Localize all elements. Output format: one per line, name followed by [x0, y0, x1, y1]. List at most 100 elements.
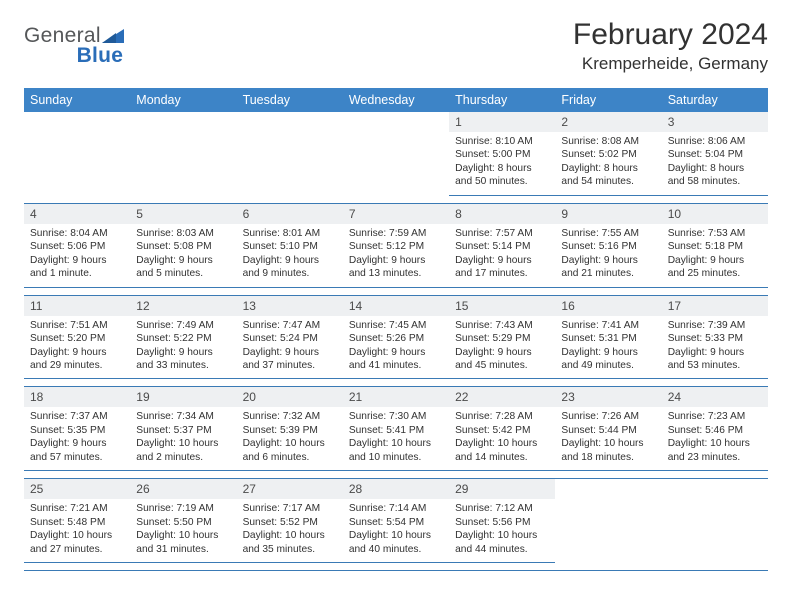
- sunset: Sunset: 5:46 PM: [668, 424, 762, 437]
- col-wednesday: Wednesday: [343, 88, 449, 112]
- sunset: Sunset: 5:42 PM: [455, 424, 549, 437]
- sunset: Sunset: 5:48 PM: [30, 516, 124, 529]
- sunset: Sunset: 5:08 PM: [136, 240, 230, 253]
- sunrise: Sunrise: 7:19 AM: [136, 502, 230, 515]
- sunrise: Sunrise: 7:32 AM: [243, 410, 337, 423]
- sunrise: Sunrise: 8:03 AM: [136, 227, 230, 240]
- daylight: Daylight: 8 hours and 54 minutes.: [561, 162, 655, 189]
- day-number: 18: [24, 387, 130, 407]
- sunset: Sunset: 5:02 PM: [561, 148, 655, 161]
- sunset: Sunset: 5:16 PM: [561, 240, 655, 253]
- day-number: 20: [237, 387, 343, 407]
- sunset: Sunset: 5:33 PM: [668, 332, 762, 345]
- day-cell: 23Sunrise: 7:26 AMSunset: 5:44 PMDayligh…: [555, 387, 661, 471]
- sunrise: Sunrise: 7:51 AM: [30, 319, 124, 332]
- day-number: 12: [130, 296, 236, 316]
- daylight: Daylight: 9 hours and 49 minutes.: [561, 346, 655, 373]
- day-cell: [555, 479, 661, 563]
- day-cell: 11Sunrise: 7:51 AMSunset: 5:20 PMDayligh…: [24, 295, 130, 379]
- daylight: Daylight: 10 hours and 23 minutes.: [668, 437, 762, 464]
- logo-line2: GeneBlue: [24, 38, 123, 68]
- day-details: Sunrise: 8:06 AMSunset: 5:04 PMDaylight:…: [662, 132, 768, 195]
- sunset: Sunset: 5:24 PM: [243, 332, 337, 345]
- sunset: Sunset: 5:31 PM: [561, 332, 655, 345]
- sunrise: Sunrise: 7:49 AM: [136, 319, 230, 332]
- day-cell: [662, 479, 768, 563]
- day-cell: 13Sunrise: 7:47 AMSunset: 5:24 PMDayligh…: [237, 295, 343, 379]
- daylight: Daylight: 9 hours and 21 minutes.: [561, 254, 655, 281]
- day-cell: 9Sunrise: 7:55 AMSunset: 5:16 PMDaylight…: [555, 203, 661, 287]
- sunset: Sunset: 5:18 PM: [668, 240, 762, 253]
- sunset: Sunset: 5:10 PM: [243, 240, 337, 253]
- col-tuesday: Tuesday: [237, 88, 343, 112]
- daylight: Daylight: 10 hours and 31 minutes.: [136, 529, 230, 556]
- sunset: Sunset: 5:35 PM: [30, 424, 124, 437]
- day-cell: 15Sunrise: 7:43 AMSunset: 5:29 PMDayligh…: [449, 295, 555, 379]
- sunset: Sunset: 5:14 PM: [455, 240, 549, 253]
- day-number: 16: [555, 296, 661, 316]
- day-details: Sunrise: 7:41 AMSunset: 5:31 PMDaylight:…: [555, 316, 661, 379]
- day-details: Sunrise: 8:08 AMSunset: 5:02 PMDaylight:…: [555, 132, 661, 195]
- daylight: Daylight: 9 hours and 29 minutes.: [30, 346, 124, 373]
- sunrise: Sunrise: 7:59 AM: [349, 227, 443, 240]
- col-friday: Friday: [555, 88, 661, 112]
- sunrise: Sunrise: 8:10 AM: [455, 135, 549, 148]
- day-details: Sunrise: 7:59 AMSunset: 5:12 PMDaylight:…: [343, 224, 449, 287]
- day-number: 19: [130, 387, 236, 407]
- col-sunday: Sunday: [24, 88, 130, 112]
- day-details: Sunrise: 7:34 AMSunset: 5:37 PMDaylight:…: [130, 407, 236, 470]
- day-cell: 14Sunrise: 7:45 AMSunset: 5:26 PMDayligh…: [343, 295, 449, 379]
- logo-text-blue: Blue: [77, 44, 124, 68]
- day-number: 6: [237, 204, 343, 224]
- sunset: Sunset: 5:37 PM: [136, 424, 230, 437]
- sunset: Sunset: 5:12 PM: [349, 240, 443, 253]
- daylight: Daylight: 9 hours and 33 minutes.: [136, 346, 230, 373]
- sunset: Sunset: 5:20 PM: [30, 332, 124, 345]
- daylight: Daylight: 9 hours and 9 minutes.: [243, 254, 337, 281]
- sunrise: Sunrise: 7:47 AM: [243, 319, 337, 332]
- daylight: Daylight: 9 hours and 1 minute.: [30, 254, 124, 281]
- day-cell: [130, 112, 236, 195]
- daylight: Daylight: 9 hours and 17 minutes.: [455, 254, 549, 281]
- day-cell: 26Sunrise: 7:19 AMSunset: 5:50 PMDayligh…: [130, 479, 236, 563]
- day-details: Sunrise: 8:01 AMSunset: 5:10 PMDaylight:…: [237, 224, 343, 287]
- sunrise: Sunrise: 7:12 AM: [455, 502, 549, 515]
- sunrise: Sunrise: 7:30 AM: [349, 410, 443, 423]
- day-number: 14: [343, 296, 449, 316]
- col-thursday: Thursday: [449, 88, 555, 112]
- day-cell: [24, 112, 130, 195]
- sunset: Sunset: 5:52 PM: [243, 516, 337, 529]
- day-cell: 12Sunrise: 7:49 AMSunset: 5:22 PMDayligh…: [130, 295, 236, 379]
- day-cell: 24Sunrise: 7:23 AMSunset: 5:46 PMDayligh…: [662, 387, 768, 471]
- day-cell: 2Sunrise: 8:08 AMSunset: 5:02 PMDaylight…: [555, 112, 661, 195]
- day-number: 26: [130, 479, 236, 499]
- day-number: 22: [449, 387, 555, 407]
- day-cell: 4Sunrise: 8:04 AMSunset: 5:06 PMDaylight…: [24, 203, 130, 287]
- day-number: 7: [343, 204, 449, 224]
- day-number: 13: [237, 296, 343, 316]
- sunrise: Sunrise: 7:53 AM: [668, 227, 762, 240]
- daylight: Daylight: 9 hours and 25 minutes.: [668, 254, 762, 281]
- day-details: Sunrise: 7:51 AMSunset: 5:20 PMDaylight:…: [24, 316, 130, 379]
- day-details: Sunrise: 8:03 AMSunset: 5:08 PMDaylight:…: [130, 224, 236, 287]
- day-cell: [237, 112, 343, 195]
- daylight: Daylight: 9 hours and 13 minutes.: [349, 254, 443, 281]
- week-row: 18Sunrise: 7:37 AMSunset: 5:35 PMDayligh…: [24, 387, 768, 471]
- location: Kremperheide, Germany: [573, 54, 768, 74]
- sunrise: Sunrise: 8:01 AM: [243, 227, 337, 240]
- col-monday: Monday: [130, 88, 236, 112]
- day-details: Sunrise: 7:53 AMSunset: 5:18 PMDaylight:…: [662, 224, 768, 287]
- day-cell: 20Sunrise: 7:32 AMSunset: 5:39 PMDayligh…: [237, 387, 343, 471]
- day-details: Sunrise: 7:26 AMSunset: 5:44 PMDaylight:…: [555, 407, 661, 470]
- day-details: Sunrise: 7:57 AMSunset: 5:14 PMDaylight:…: [449, 224, 555, 287]
- day-details: Sunrise: 7:21 AMSunset: 5:48 PMDaylight:…: [24, 499, 130, 562]
- day-cell: 1Sunrise: 8:10 AMSunset: 5:00 PMDaylight…: [449, 112, 555, 195]
- day-details: Sunrise: 7:55 AMSunset: 5:16 PMDaylight:…: [555, 224, 661, 287]
- sunrise: Sunrise: 7:17 AM: [243, 502, 337, 515]
- col-saturday: Saturday: [662, 88, 768, 112]
- sunrise: Sunrise: 7:57 AM: [455, 227, 549, 240]
- daylight: Daylight: 10 hours and 14 minutes.: [455, 437, 549, 464]
- day-number: 9: [555, 204, 661, 224]
- week-row: 25Sunrise: 7:21 AMSunset: 5:48 PMDayligh…: [24, 479, 768, 563]
- sunrise: Sunrise: 7:41 AM: [561, 319, 655, 332]
